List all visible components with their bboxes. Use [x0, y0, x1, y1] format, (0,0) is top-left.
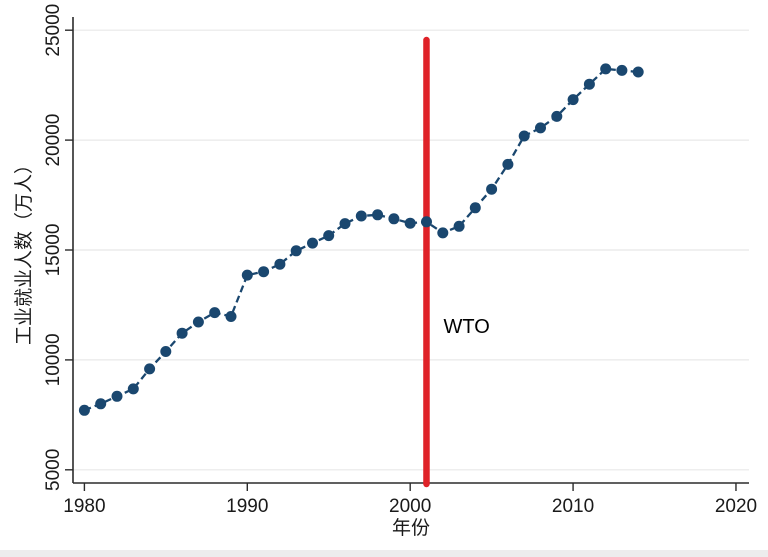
- data-point: [453, 220, 465, 232]
- data-point: [404, 217, 416, 229]
- data-point: [78, 404, 90, 416]
- data-point: [518, 130, 530, 142]
- data-point: [469, 202, 481, 214]
- data-point: [583, 78, 595, 90]
- data-point: [567, 94, 579, 106]
- x-tick-label: 2000: [389, 496, 431, 517]
- data-point: [616, 64, 628, 76]
- data-point: [551, 110, 563, 122]
- x-tick-label: 1980: [63, 496, 105, 517]
- data-point: [127, 383, 139, 395]
- wto-label: WTO: [443, 316, 489, 338]
- y-tick-label: 15000: [43, 224, 64, 277]
- y-tick-label: 10000: [43, 333, 64, 386]
- data-point: [144, 363, 156, 375]
- x-tick-label: 2010: [552, 496, 594, 517]
- data-point: [274, 258, 286, 270]
- data-point: [111, 390, 123, 402]
- data-point: [339, 218, 351, 230]
- data-point: [502, 158, 514, 170]
- y-tick-label: 25000: [43, 4, 64, 57]
- data-point: [632, 66, 644, 78]
- x-tick-label: 2020: [715, 496, 757, 517]
- y-tick-label: 20000: [43, 114, 64, 167]
- data-point: [225, 311, 237, 322]
- data-point: [372, 209, 384, 221]
- bottom-edge-strip: [0, 550, 768, 557]
- data-point: [437, 227, 449, 239]
- data-point: [323, 230, 335, 242]
- data-point: [421, 216, 432, 228]
- x-axis-title: 年份: [392, 517, 430, 539]
- data-point: [535, 122, 546, 134]
- x-tick-label: 1990: [226, 496, 268, 517]
- data-point: [307, 237, 318, 249]
- data-point: [192, 316, 204, 328]
- data-point: [290, 245, 302, 257]
- data-point: [355, 210, 367, 222]
- y-axis-title: 工业就业人数（万人）: [13, 155, 35, 345]
- data-point: [176, 327, 188, 339]
- data-point: [209, 307, 221, 319]
- data-point: [95, 398, 107, 410]
- data-point: [388, 213, 400, 225]
- y-tick-label: 5000: [43, 449, 64, 491]
- data-point: [258, 266, 270, 278]
- data-point: [160, 346, 172, 357]
- data-point: [486, 183, 498, 195]
- data-point: [241, 269, 253, 281]
- data-point: [600, 63, 612, 75]
